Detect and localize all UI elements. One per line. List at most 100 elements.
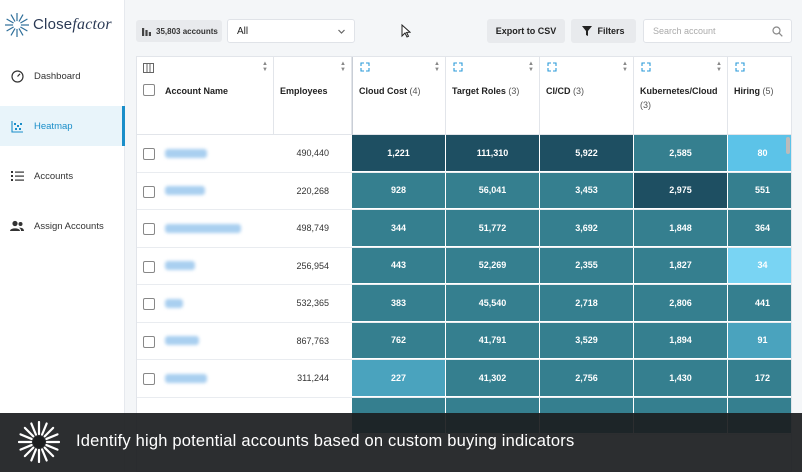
heat-cell-cicd[interactable]: 3,692 [540,210,634,247]
heat-cell-hiring[interactable]: 364 [728,210,791,247]
sort-icon[interactable]: ▲ ▼ [622,61,628,73]
table-row[interactable]: 220,268 928 56,041 3,453 2,975 551 [137,172,791,210]
account-filter-select[interactable]: All [227,19,355,43]
table-row[interactable]: 867,763 762 41,791 3,529 1,894 91 [137,322,791,360]
sidebar-item-heatmap[interactable]: Heatmap [0,106,125,146]
gauge-icon [10,69,24,83]
expand-icon[interactable] [547,62,557,72]
heat-cell-hiring[interactable]: 172 [728,360,791,397]
heat-cell-roles[interactable]: 41,302 [446,360,540,397]
heat-cell-k8s[interactable]: 1,430 [634,360,728,397]
heat-cell-hiring[interactable]: 80 [728,135,791,172]
row-checkbox[interactable] [143,185,155,198]
column-header-account-name[interactable]: ▲ ▼ Account Name [137,57,274,135]
row-checkbox[interactable] [143,298,155,310]
heat-cell-cloud[interactable]: 344 [352,210,446,247]
heat-cell-cloud[interactable]: 928 [352,172,446,209]
table-row[interactable]: 532,365 383 45,540 2,718 2,806 441 [137,285,791,323]
search-input[interactable]: Search account [643,19,792,43]
heat-cell-cloud[interactable]: 1,221 [352,135,446,172]
heat-cell-cicd[interactable]: 3,529 [540,322,634,359]
heat-cell-k8s[interactable]: 1,848 [634,210,728,247]
redacted-account-name[interactable] [165,223,241,233]
sort-icon[interactable]: ▲ ▼ [434,61,440,73]
table-row[interactable]: 311,244 227 41,302 2,756 1,430 172 [137,360,791,398]
account-name-cell[interactable] [164,323,274,360]
heat-cell-k8s[interactable]: 2,806 [634,285,728,322]
filters-label: Filters [597,26,625,36]
account-name-cell[interactable] [164,360,274,397]
heat-cell-roles[interactable]: 51,772 [446,210,540,247]
heat-cell-cicd[interactable]: 2,756 [540,360,634,397]
redacted-account-name[interactable] [165,186,205,196]
vertical-scrollbar[interactable] [786,137,790,154]
heat-cell-cicd[interactable]: 5,922 [540,135,634,172]
heat-cell-roles[interactable]: 52,269 [446,247,540,284]
account-name-cell[interactable] [164,135,274,172]
filter-funnel-icon [582,26,593,36]
sidebar-item-dashboard[interactable]: Dashboard [0,56,125,96]
expand-icon[interactable] [641,62,651,72]
heat-cell-cicd[interactable]: 3,453 [540,172,634,209]
sort-icon[interactable]: ▲ ▼ [716,61,722,73]
heat-cell-cloud[interactable]: 383 [352,285,446,322]
select-all-checkbox[interactable] [143,84,155,96]
sort-icon[interactable]: ▲ ▼ [528,61,534,73]
row-checkbox[interactable] [143,260,155,273]
column-header-cicd[interactable]: ▲ ▼ CI/CD (3) [540,57,634,135]
expand-icon[interactable] [453,62,463,72]
heat-cell-k8s[interactable]: 1,894 [634,322,728,359]
sidebar-item-assign-accounts[interactable]: Assign Accounts [0,206,125,246]
row-checkbox[interactable] [143,148,155,160]
account-name-cell[interactable] [164,248,274,285]
redacted-account-name[interactable] [165,298,183,308]
heat-cell-roles[interactable]: 41,791 [446,322,540,359]
column-header-hiring[interactable]: Hiring (5) [728,57,791,135]
export-csv-button[interactable]: Export to CSV [487,19,565,43]
redacted-account-name[interactable] [165,261,195,271]
row-checkbox[interactable] [143,373,155,385]
redacted-account-name[interactable] [165,373,207,383]
column-header-cloud-cost[interactable]: ▲ ▼ Cloud Cost (4) [352,57,446,135]
account-name-cell[interactable] [164,173,274,210]
table-row[interactable]: 256,954 443 52,269 2,355 1,827 34 [137,247,791,285]
toolbar: 35,803 accounts All Export to CSV Filter… [125,0,802,56]
heat-cell-hiring[interactable]: 91 [728,322,791,359]
heat-cell-k8s[interactable]: 2,585 [634,135,728,172]
heat-cell-roles[interactable]: 111,310 [446,135,540,172]
accounts-count: 35,803 accounts [156,26,218,36]
redacted-account-name[interactable] [165,336,199,346]
column-header-target-roles[interactable]: ▲ ▼ Target Roles (3) [446,57,540,135]
search-placeholder: Search account [653,26,716,36]
column-toggle-icon[interactable] [143,63,154,73]
heat-cell-cicd[interactable]: 2,355 [540,247,634,284]
heat-cell-hiring[interactable]: 551 [728,172,791,209]
sort-icon[interactable]: ▲ ▼ [262,61,268,73]
heat-cell-k8s[interactable]: 2,975 [634,172,728,209]
sort-icon[interactable]: ▲ ▼ [340,61,346,73]
account-name-cell[interactable] [164,210,274,247]
account-name-cell[interactable] [164,285,274,322]
brand-logo[interactable]: Closefactor [4,12,112,38]
heat-cell-roles[interactable]: 45,540 [446,285,540,322]
filters-button[interactable]: Filters [571,19,636,43]
heat-cell-cicd[interactable]: 2,718 [540,285,634,322]
table-row[interactable]: 498,749 344 51,772 3,692 1,848 364 [137,210,791,248]
heat-cell-cloud[interactable]: 762 [352,322,446,359]
heat-cell-cloud[interactable]: 443 [352,247,446,284]
sidebar-item-accounts[interactable]: Accounts [0,156,125,196]
column-header-employees[interactable]: ▲ ▼ Employees [274,57,352,135]
row-checkbox[interactable] [143,335,155,348]
heat-cell-hiring[interactable]: 441 [728,285,791,322]
column-header-kubernetes-cloud[interactable]: ▲ ▼ Kubernetes/Cloud (3) [634,57,728,135]
table-row[interactable]: 490,440 1,221 111,310 5,922 2,585 80 [137,135,791,173]
expand-icon[interactable] [735,62,745,72]
heat-cell-cloud[interactable]: 227 [352,360,446,397]
heat-cell-hiring[interactable]: 34 [728,247,791,284]
row-checkbox[interactable] [143,223,155,235]
heat-cell-roles[interactable]: 56,041 [446,172,540,209]
column-title: Target Roles (3) [452,86,520,96]
expand-icon[interactable] [360,62,370,72]
redacted-account-name[interactable] [165,148,207,158]
heat-cell-k8s[interactable]: 1,827 [634,247,728,284]
